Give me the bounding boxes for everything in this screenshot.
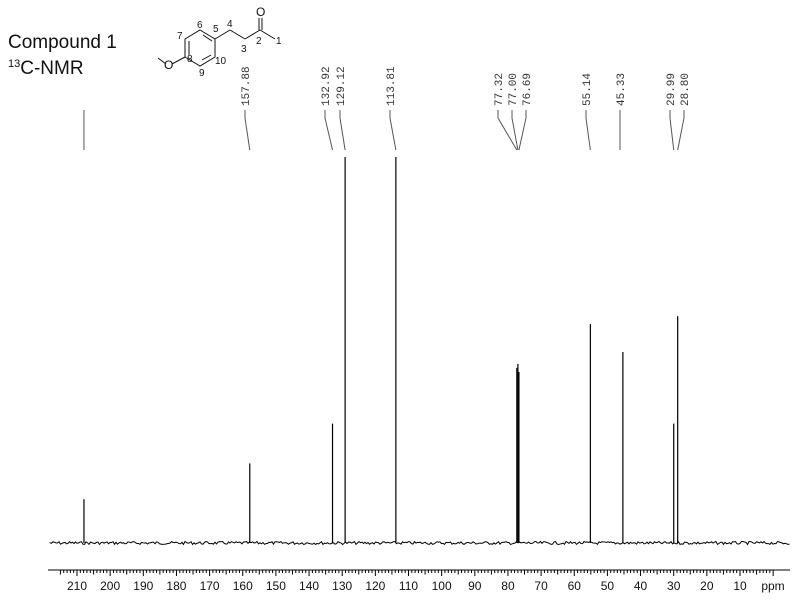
- x-tick-label-210: 210: [67, 579, 87, 593]
- carbonyl-oxygen: O: [256, 5, 265, 19]
- molecule-structure: [157, 18, 276, 67]
- nmr-type-label: 13C-NMR: [8, 58, 84, 80]
- ring-double-bond-b: [201, 54, 212, 61]
- peak-label-28-80: 28.80: [680, 73, 692, 106]
- peak-label-76-69: 76.69: [522, 73, 534, 106]
- x-tick-label-50: 50: [601, 579, 615, 593]
- x-tick-label-20: 20: [700, 579, 714, 593]
- atom-number-10: 10: [215, 56, 227, 67]
- bond-c8-o: [171, 56, 186, 65]
- atom-number-1: 1: [276, 36, 282, 47]
- peak-leader-129-12: [339, 110, 346, 151]
- atom-number-4: 4: [227, 19, 233, 30]
- bond-c2-c1: [259, 29, 276, 40]
- bond-c3-c2: [244, 29, 261, 40]
- peak-leader-77-32: [497, 110, 518, 151]
- peak-leader-76-69: [518, 110, 527, 151]
- x-tick-label-70: 70: [534, 579, 548, 593]
- x-tick-label-160: 160: [233, 579, 253, 593]
- nmr-type-text: C-NMR: [20, 58, 84, 79]
- x-tick-label-30: 30: [667, 579, 681, 593]
- peak-leader-113-81: [389, 110, 397, 151]
- x-tick-label-80: 80: [501, 579, 515, 593]
- x-tick-label-40: 40: [634, 579, 648, 593]
- molecule-labels: O O 1 2 3 4 5 6 7 8 9 10: [164, 5, 282, 79]
- bond-c4-c3: [229, 29, 246, 40]
- peak-label-29-99: 29.99: [666, 73, 678, 106]
- peak-label-55-14: 55.14: [582, 73, 594, 106]
- atom-number-2: 2: [256, 36, 262, 47]
- bond-o-ch3: [157, 57, 167, 65]
- peak-leader-29-99: [669, 110, 675, 151]
- peak-label-77-32: 77.32: [494, 73, 506, 106]
- methoxy-oxygen: O: [164, 58, 173, 72]
- x-tick-label-10: 10: [733, 579, 747, 593]
- atom-number-5: 5: [213, 24, 219, 35]
- atom-number-3: 3: [241, 44, 247, 55]
- atom-number-8: 8: [187, 54, 193, 65]
- ring-double-bond-a: [202, 34, 213, 42]
- atom-number-6: 6: [197, 20, 203, 31]
- peak-label-113-81: 113.81: [386, 66, 398, 106]
- peak-label-77-00: 77.00: [508, 73, 520, 106]
- isotope-mass: 13: [8, 58, 21, 70]
- x-tick-label-150: 150: [266, 579, 286, 593]
- x-tick-label-190: 190: [133, 579, 153, 593]
- atom-number-9: 9: [199, 68, 205, 79]
- atom-number-7: 7: [177, 31, 183, 42]
- peak-leader-132-92: [324, 110, 334, 151]
- peak-label-132-92: 132.92: [321, 66, 333, 106]
- peak-label-157-88: 157.88: [241, 66, 253, 106]
- x-tick-label-180: 180: [166, 579, 186, 593]
- x-tick-label-120: 120: [365, 579, 385, 593]
- x-tick-label-170: 170: [200, 579, 220, 593]
- peak-leader-77-00: [511, 110, 519, 151]
- compound-title: Compound 1: [8, 32, 117, 53]
- peak-label-45-33: 45.33: [616, 73, 628, 106]
- x-tick-label-140: 140: [299, 579, 319, 593]
- x-tick-label-110: 110: [399, 579, 418, 593]
- peak-leader-28-80: [677, 110, 685, 151]
- peak-leader-55-14: [585, 110, 591, 151]
- spectrum-baseline: [49, 540, 790, 546]
- bond-c5-c4: [214, 29, 231, 40]
- x-tick-label-200: 200: [100, 579, 120, 593]
- x-tick-label-100: 100: [432, 579, 452, 593]
- x-tick-label-90: 90: [468, 579, 482, 593]
- peak-label-129-12: 129.12: [336, 66, 348, 106]
- x-tick-label-130: 130: [332, 579, 352, 593]
- peak-leader-157-88: [244, 110, 251, 151]
- x-axis-unit-label: ppm: [761, 579, 784, 593]
- x-tick-label-60: 60: [568, 579, 582, 593]
